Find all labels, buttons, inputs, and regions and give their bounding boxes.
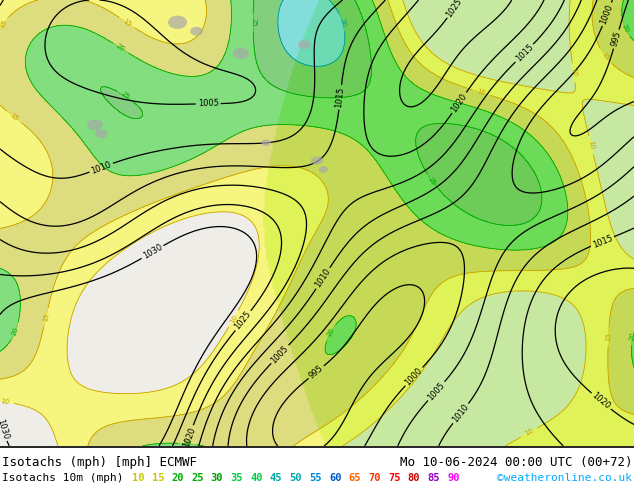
Text: 20: 20: [326, 327, 335, 338]
Text: 70: 70: [368, 473, 381, 483]
Text: 25: 25: [191, 473, 204, 483]
Text: 60: 60: [329, 473, 341, 483]
Text: Isotachs (mph) [mph] ECMWF: Isotachs (mph) [mph] ECMWF: [2, 456, 197, 468]
Text: 1015: 1015: [514, 43, 535, 64]
Text: 1030: 1030: [0, 417, 10, 441]
Ellipse shape: [319, 166, 328, 173]
Text: 10: 10: [587, 140, 595, 150]
Text: 995: 995: [307, 364, 325, 381]
Ellipse shape: [190, 27, 203, 36]
Text: 30: 30: [339, 17, 347, 27]
Text: 35: 35: [230, 473, 243, 483]
Text: 995: 995: [610, 30, 623, 48]
Text: 20: 20: [171, 473, 184, 483]
Ellipse shape: [95, 129, 108, 138]
Ellipse shape: [298, 40, 311, 49]
Text: 15: 15: [9, 112, 20, 122]
Text: 1015: 1015: [591, 233, 614, 249]
Text: 15: 15: [605, 332, 612, 341]
Text: 1025: 1025: [444, 0, 464, 19]
Ellipse shape: [311, 156, 323, 165]
Text: 1025: 1025: [233, 310, 253, 332]
Text: 1005: 1005: [198, 99, 219, 108]
Text: ©weatheronline.co.uk: ©weatheronline.co.uk: [497, 473, 632, 483]
Ellipse shape: [233, 48, 249, 59]
Text: 40: 40: [250, 473, 262, 483]
Text: 1020: 1020: [590, 391, 612, 412]
Text: 1010: 1010: [313, 267, 332, 290]
Text: 20: 20: [621, 23, 630, 33]
Text: 45: 45: [270, 473, 282, 483]
Text: 25: 25: [250, 18, 256, 27]
Text: 25: 25: [120, 91, 131, 101]
Text: 30: 30: [210, 473, 223, 483]
Text: 20: 20: [11, 325, 20, 336]
Text: 1020: 1020: [181, 425, 197, 448]
Ellipse shape: [87, 119, 103, 130]
Ellipse shape: [261, 139, 271, 146]
Text: 80: 80: [408, 473, 420, 483]
Text: 55: 55: [309, 473, 321, 483]
Text: 25: 25: [427, 176, 437, 187]
Text: 20: 20: [115, 43, 126, 53]
Text: 90: 90: [447, 473, 460, 483]
Text: 10: 10: [132, 473, 145, 483]
Text: 85: 85: [427, 473, 440, 483]
Text: 50: 50: [290, 473, 302, 483]
Text: 1020: 1020: [450, 92, 469, 114]
Text: 15: 15: [600, 51, 611, 62]
Ellipse shape: [168, 16, 187, 29]
Text: 15: 15: [152, 473, 164, 483]
Text: 15: 15: [42, 313, 50, 322]
Text: 1005: 1005: [426, 380, 446, 402]
Text: 10: 10: [570, 68, 577, 77]
Text: 1015: 1015: [335, 86, 346, 108]
Text: 10: 10: [229, 313, 238, 324]
Text: 15: 15: [122, 18, 133, 28]
Text: 65: 65: [349, 473, 361, 483]
Text: 15: 15: [476, 88, 486, 97]
Text: Isotachs 10m (mph): Isotachs 10m (mph): [2, 473, 124, 483]
Text: Mo 10-06-2024 00:00 UTC (00+72): Mo 10-06-2024 00:00 UTC (00+72): [399, 456, 632, 468]
Text: 20: 20: [629, 331, 634, 342]
Text: 1000: 1000: [599, 3, 615, 25]
Text: 1010: 1010: [451, 402, 470, 424]
Text: 10: 10: [0, 398, 10, 405]
Text: 15: 15: [0, 19, 8, 30]
Text: 1005: 1005: [269, 343, 290, 365]
Text: 10: 10: [524, 428, 534, 438]
Text: 1030: 1030: [141, 243, 164, 261]
Text: 1000: 1000: [403, 366, 424, 387]
Text: 20: 20: [183, 441, 192, 447]
Text: 75: 75: [388, 473, 401, 483]
Text: 1010: 1010: [90, 160, 113, 175]
